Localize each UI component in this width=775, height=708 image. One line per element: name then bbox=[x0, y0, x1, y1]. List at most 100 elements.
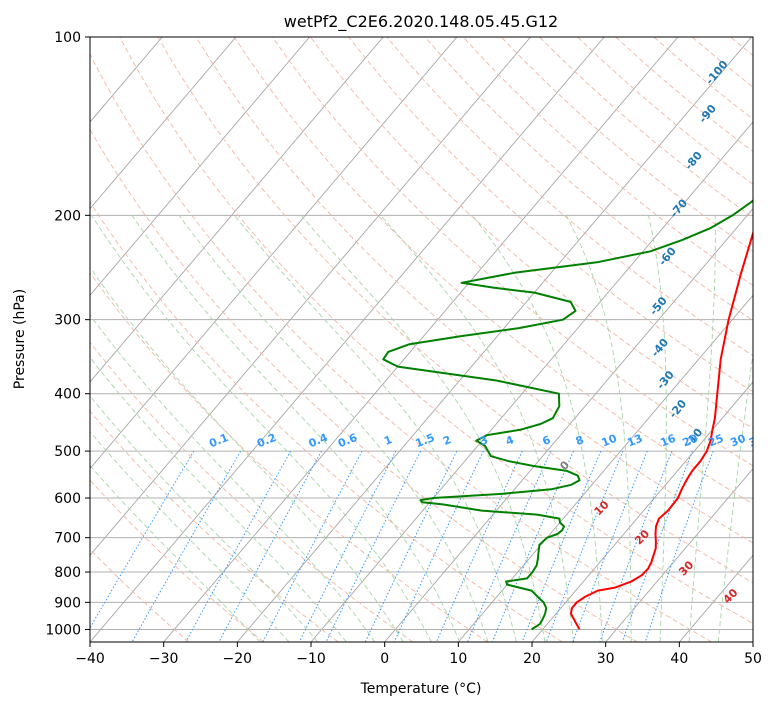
mixing-ratio-label: 1 bbox=[382, 433, 394, 448]
moist-adiabat-line bbox=[90, 395, 319, 642]
mixing-ratio-label: 25 bbox=[706, 432, 725, 450]
mixing-ratio-line bbox=[491, 450, 574, 642]
x-tick-label: 50 bbox=[744, 651, 762, 667]
dry-adiabat-line bbox=[90, 272, 488, 642]
y-tick-label: 1000 bbox=[45, 622, 81, 638]
isotherm-line bbox=[90, 37, 310, 297]
x-axis-ticks: −40 −30 −20 −10 0 10 20 30 40 50 bbox=[75, 642, 762, 667]
isotherm-line bbox=[90, 37, 605, 642]
isotherm-line bbox=[531, 381, 753, 642]
mixing-ratio-line bbox=[364, 450, 458, 642]
mixing-ratio-line bbox=[325, 450, 422, 642]
isotherm-line bbox=[90, 37, 458, 470]
mixing-ratio-label: 10 bbox=[600, 432, 619, 450]
y-tick-label: 300 bbox=[54, 313, 81, 329]
sounding-profiles bbox=[382, 199, 753, 631]
dry-adiabat-line bbox=[424, 37, 753, 321]
x-tick-label: −20 bbox=[223, 651, 253, 667]
isotherm-line bbox=[605, 467, 753, 642]
mixing-ratio-line bbox=[572, 450, 648, 642]
dry-adiabat-line bbox=[195, 37, 753, 544]
moist-adiabat-line bbox=[565, 215, 632, 642]
x-tick-label: 0 bbox=[380, 651, 389, 667]
plot-frame bbox=[89, 36, 754, 643]
mixing-ratio-line bbox=[131, 450, 242, 642]
moist-adiabat-line bbox=[90, 464, 261, 642]
dry-adiabat-line bbox=[90, 128, 638, 642]
dewpoint-profile-line bbox=[382, 199, 753, 631]
x-tick-label: −10 bbox=[296, 651, 326, 667]
isotherm-lines bbox=[90, 37, 753, 642]
dry-adiabat-line bbox=[386, 37, 753, 357]
dry-adiabat-line bbox=[272, 37, 753, 467]
x-tick-label: 20 bbox=[523, 651, 541, 667]
isotherm-line bbox=[236, 37, 752, 642]
mixing-ratio-label: 36 bbox=[747, 432, 766, 450]
mixing-ratio-line bbox=[545, 450, 624, 642]
dry-adiabat-line bbox=[90, 52, 712, 642]
dry-adiabat-line bbox=[233, 37, 753, 505]
mixing-ratio-label: 8 bbox=[574, 433, 586, 448]
x-tick-label: −40 bbox=[75, 651, 105, 667]
pressure-gridlines bbox=[90, 37, 753, 630]
y-tick-label: 600 bbox=[54, 491, 81, 507]
moist-adiabat-line bbox=[90, 314, 376, 642]
mixing-ratio-line bbox=[185, 450, 292, 642]
y-tick-label: 500 bbox=[54, 444, 81, 460]
x-tick-label: 30 bbox=[597, 651, 615, 667]
mixing-ratio-line bbox=[435, 450, 523, 642]
mixing-ratio-label: 30 bbox=[729, 432, 748, 450]
isotherm-line bbox=[163, 37, 679, 642]
mixing-ratio-line bbox=[467, 450, 552, 642]
dry-adiabat-line bbox=[462, 37, 753, 287]
isotherm-line bbox=[90, 37, 237, 210]
moist-adiabat-line bbox=[300, 215, 546, 642]
mixing-ratio-line bbox=[218, 450, 322, 642]
moist-adiabat-line bbox=[90, 356, 347, 642]
y-tick-label: 200 bbox=[54, 208, 81, 224]
plot-background bbox=[90, 37, 753, 642]
y-tick-label: 100 bbox=[54, 30, 81, 46]
moist-adiabat-line bbox=[688, 215, 716, 642]
mixing-ratio-label: 3 bbox=[478, 433, 490, 448]
isotherm-line bbox=[752, 641, 753, 642]
x-tick-label: 10 bbox=[449, 651, 467, 667]
mixing-ratio-line bbox=[599, 450, 673, 642]
mixing-ratio-line bbox=[644, 450, 714, 642]
isotherm-line bbox=[384, 207, 753, 642]
y-axis-ticks: 100 200 300 400 500 600 700 800 900 1000 bbox=[45, 30, 90, 638]
mixing-ratio-label: 16 bbox=[659, 432, 678, 450]
dry-adiabat-line bbox=[768, 37, 775, 642]
isotherm-line bbox=[90, 37, 531, 557]
y-tick-label: 900 bbox=[54, 595, 81, 611]
moist-adiabat-line bbox=[90, 266, 404, 642]
temperature-profile-line bbox=[569, 229, 753, 630]
y-axis-title: Pressure (hPa) bbox=[12, 289, 28, 389]
mixing-ratio-label: 2 bbox=[441, 433, 453, 448]
dry-adiabat-line bbox=[157, 37, 753, 584]
mixing-ratio-label: 13 bbox=[625, 432, 644, 450]
dry-adiabat-line bbox=[310, 37, 753, 429]
mixing-ratio-label: 20 bbox=[681, 432, 700, 450]
y-tick-label: 700 bbox=[54, 531, 81, 547]
mixing-ratio-line bbox=[90, 450, 195, 629]
y-tick-label: 400 bbox=[54, 387, 81, 403]
mixing-ratio-line bbox=[298, 450, 397, 642]
y-tick-label: 800 bbox=[54, 565, 81, 581]
moist-adiabat-line bbox=[178, 215, 489, 642]
dry-adiabat-lines bbox=[90, 37, 775, 642]
dry-adiabat-line bbox=[90, 410, 339, 642]
x-tick-label: 40 bbox=[670, 651, 688, 667]
isotherm-line bbox=[90, 37, 384, 383]
dry-adiabat-line bbox=[119, 37, 753, 624]
x-axis-title: Temperature (°C) bbox=[360, 681, 482, 697]
dry-adiabat-line bbox=[90, 201, 563, 642]
dry-adiabat-line bbox=[90, 479, 264, 642]
moist-adiabat-line bbox=[647, 215, 667, 642]
mixing-ratio-line bbox=[262, 450, 363, 642]
chart-title: wetPf2_C2E6.2020.148.05.45.G12 bbox=[284, 12, 558, 32]
moist-adiabat-line bbox=[91, 215, 432, 642]
moist-adiabat-line bbox=[131, 215, 461, 642]
x-tick-label: −30 bbox=[149, 651, 179, 667]
